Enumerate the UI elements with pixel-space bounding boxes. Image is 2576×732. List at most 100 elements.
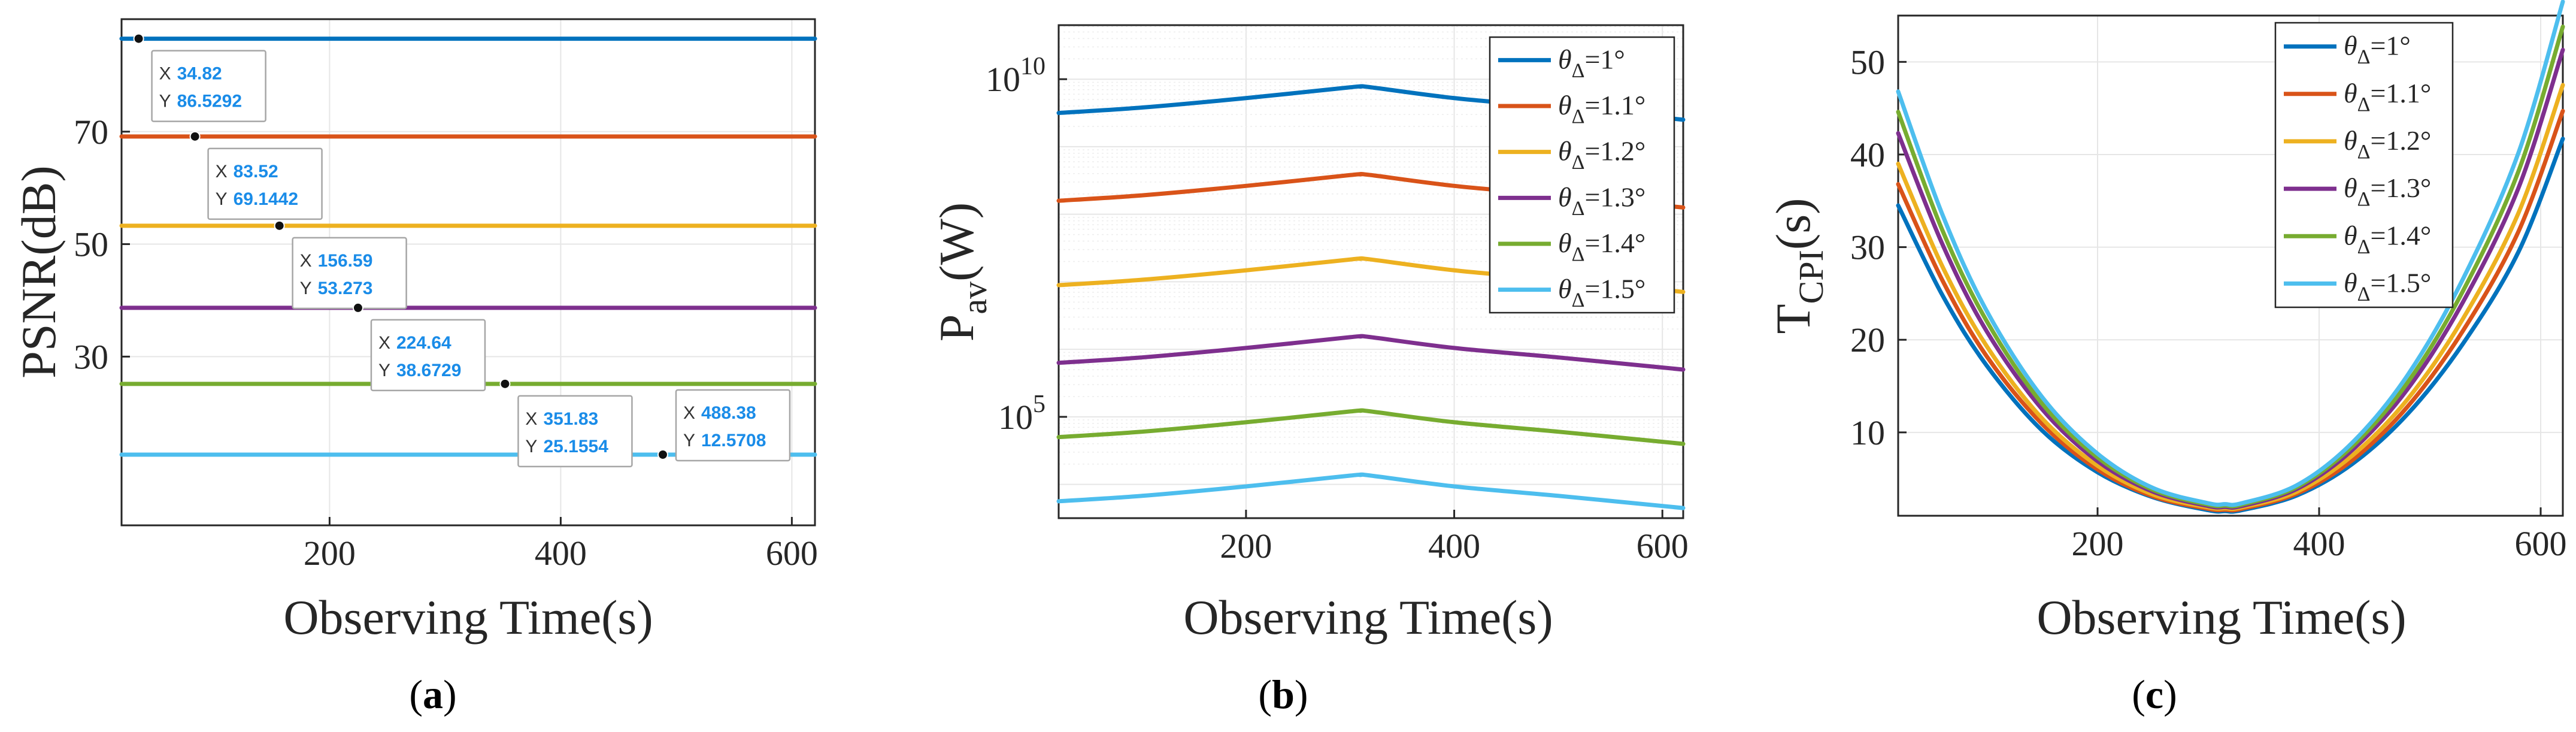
panel-a-datatip-x-label: X [378,333,390,353]
panel-a-datatip: X 34.82 Y 86.5292 [151,50,266,122]
panel-a-datatip-marker [189,131,201,142]
panel-c-legend-subscript: Δ [2357,141,2371,163]
panel-a-datatip-box [675,389,791,462]
panel-c-grid [1898,16,2563,516]
panel-b-x-tick-label: 200 [1220,527,1272,565]
panel-a-datatip-x-row: X 83.52 [216,162,278,182]
panel-a-datatip-x-row: X 224.64 [378,333,451,353]
panel-b-legend-subscript: Δ [1572,197,1585,219]
panel-a-datatip-y-label: Y [300,279,312,298]
panel-b-y-tick-base: 10 [998,398,1033,437]
panel-b-legend-subscript: Δ [1572,105,1585,128]
panel-a-datatip: X 224.64 Y 38.6729 [370,319,486,392]
panel-c-x-tick-label: 600 [2515,524,2567,563]
panel-c-series-line-6 [1896,0,2565,507]
panel-b-y-tick-exp: 5 [1033,391,1045,418]
panel-a-datatip-x-label: X [525,409,537,429]
panel-a-datatip-y-label: Y [378,361,390,380]
panel-b-legend-label: θΔ=1.4° [1558,228,1645,265]
panel-a-datatip-y-label: Y [216,189,228,209]
panel-a-datatip-marker [657,449,668,460]
panel-c-legend-label: θΔ=1.5° [2344,267,2431,305]
panel-a-y-tick-label: 70 [74,113,108,152]
panel-c-legend-value: =1.4° [2370,220,2431,250]
panel-c-legend-symbol: θ [2344,78,2357,108]
panel-a-datatip-x-row: X 34.82 [159,64,222,84]
panel-a-datatip-y-row: Y 86.5292 [159,92,242,111]
panel-c-caption-letter: c [2145,671,2163,717]
panel-b-legend: θΔ=1°θΔ=1.1°θΔ=1.2°θΔ=1.3°θΔ=1.4°θΔ=1.5° [1489,36,1675,314]
panel-a-datatip-y-value: 38.6729 [396,361,461,380]
panel-a-datatip-x-value: 156.59 [318,251,373,271]
panel-a-datatip: X 488.38 Y 12.5708 [675,389,791,462]
panel-c-legend-label: θΔ=1° [2344,31,2411,68]
panel-c-plot-area [1897,14,2564,517]
panel-b-y-tick-label: 1010 [986,53,1045,99]
panel-c-caption: (c) [2132,671,2177,717]
panel-a-datatip-y-value: 69.1442 [234,189,298,209]
panel-a-datatip-y-row: Y 69.1442 [216,189,298,209]
panel-b-legend-value: =1.5° [1584,274,1645,304]
panel-a-datatip: X 156.59 Y 53.273 [292,237,407,310]
panel-c-y-tick-label: 20 [1850,320,1885,359]
panel-c-legend-symbol: θ [2344,31,2357,61]
panel-c-y-label-main: T [1766,304,1820,334]
panel-c-series-line-1 [1896,137,2565,514]
panel-b-x-tick-labels: 200 400 600 [1220,527,1688,565]
panel-a-datatip-marker [274,220,285,231]
panel-b-legend-value: =1° [1584,44,1625,74]
panel-b-x-tick-label: 600 [1636,527,1689,565]
panel-a-caption-letter: a [423,671,443,717]
panel-b-legend-value: =1.4° [1584,228,1645,258]
panel-a-datatip-x-value: 488.38 [701,403,756,423]
panel-a-caption: (a) [409,671,456,717]
panel-b-legend-label: θΔ=1° [1558,44,1625,81]
panel-c-y-tick-label: 50 [1850,43,1885,81]
panel-a-datatip-y-value: 86.5292 [177,92,242,111]
panel-b-y-label-tail: (W) [929,202,984,282]
panel-a-datatip-y-label: Y [683,431,695,450]
panel-c-legend-label: θΔ=1.3° [2344,173,2431,210]
panel-a-datatip-box [370,319,486,392]
panel-b-legend-symbol: θ [1558,228,1572,258]
panel-c-x-axis-label: Observing Time(s) [2036,590,2406,645]
panel-b-legend-subscript: Δ [1572,243,1585,265]
panel-c-legend-subscript: Δ [2357,235,2371,258]
panel-a-datatip-marker [352,302,363,313]
panel-a-psnr-chart: 200 400 600 30 50 70 X 34.82 Y 86.5292 X 83.52 Y 69… [11,18,818,717]
panel-c-legend-box [2274,22,2454,308]
panel-c-series-line-3 [1896,83,2565,512]
panel-b-legend-subscript: Δ [1572,59,1585,81]
panel-c-y-tick-label: 40 [1850,135,1885,174]
panel-b-caption-letter: b [1272,671,1295,717]
panel-b-plot-area [1057,24,1684,519]
panel-c-x-tick-label: 200 [2072,524,2124,563]
panel-b-legend-value: =1.1° [1584,90,1645,120]
panel-c-x-tick-label: 400 [2293,524,2345,563]
panel-c-x-tick-labels: 200 400 600 [2072,524,2567,563]
panel-b-x-axis-label: Observing Time(s) [1183,590,1553,645]
panel-a-datatip-y-label: Y [159,92,171,111]
panel-b-y-tick-base: 10 [986,60,1020,99]
panel-a-datatip-y-value: 12.5708 [701,431,766,450]
panel-b-legend-symbol: θ [1558,182,1572,212]
panel-b-legend-subscript: Δ [1572,152,1585,174]
panel-a-datatips: X 34.82 Y 86.5292 X 83.52 Y 69.1442 X 156.59 Y 53.2… [133,33,791,468]
panel-c-legend: θΔ=1°θΔ=1.1°θΔ=1.2°θΔ=1.3°θΔ=1.4°θΔ=1.5° [2274,22,2454,308]
panel-b-caption: (b) [1258,671,1308,717]
panel-c-series [1896,0,2565,514]
panel-c-legend-value: =1.3° [2370,173,2431,203]
panel-c-y-axis-label: TCPI(s) [1766,198,1831,334]
panel-a-y-tick-label: 50 [74,225,108,264]
panel-a-datatip-y-value: 25.1554 [543,437,608,456]
panel-c-series-line-2 [1896,108,2565,513]
panel-c-legend-subscript: Δ [2357,283,2371,305]
panel-c-series-line-5 [1896,25,2565,509]
panel-b-y-tick-label: 105 [998,391,1045,437]
panel-a-datatip: X 351.83 Y 25.1554 [517,395,633,468]
panel-a-datatip-y-value: 53.273 [318,279,373,298]
panel-a-x-tick-label: 600 [766,534,818,573]
panel-a-datatip-x-label: X [216,162,228,182]
panel-c-legend-subscript: Δ [2357,188,2371,210]
